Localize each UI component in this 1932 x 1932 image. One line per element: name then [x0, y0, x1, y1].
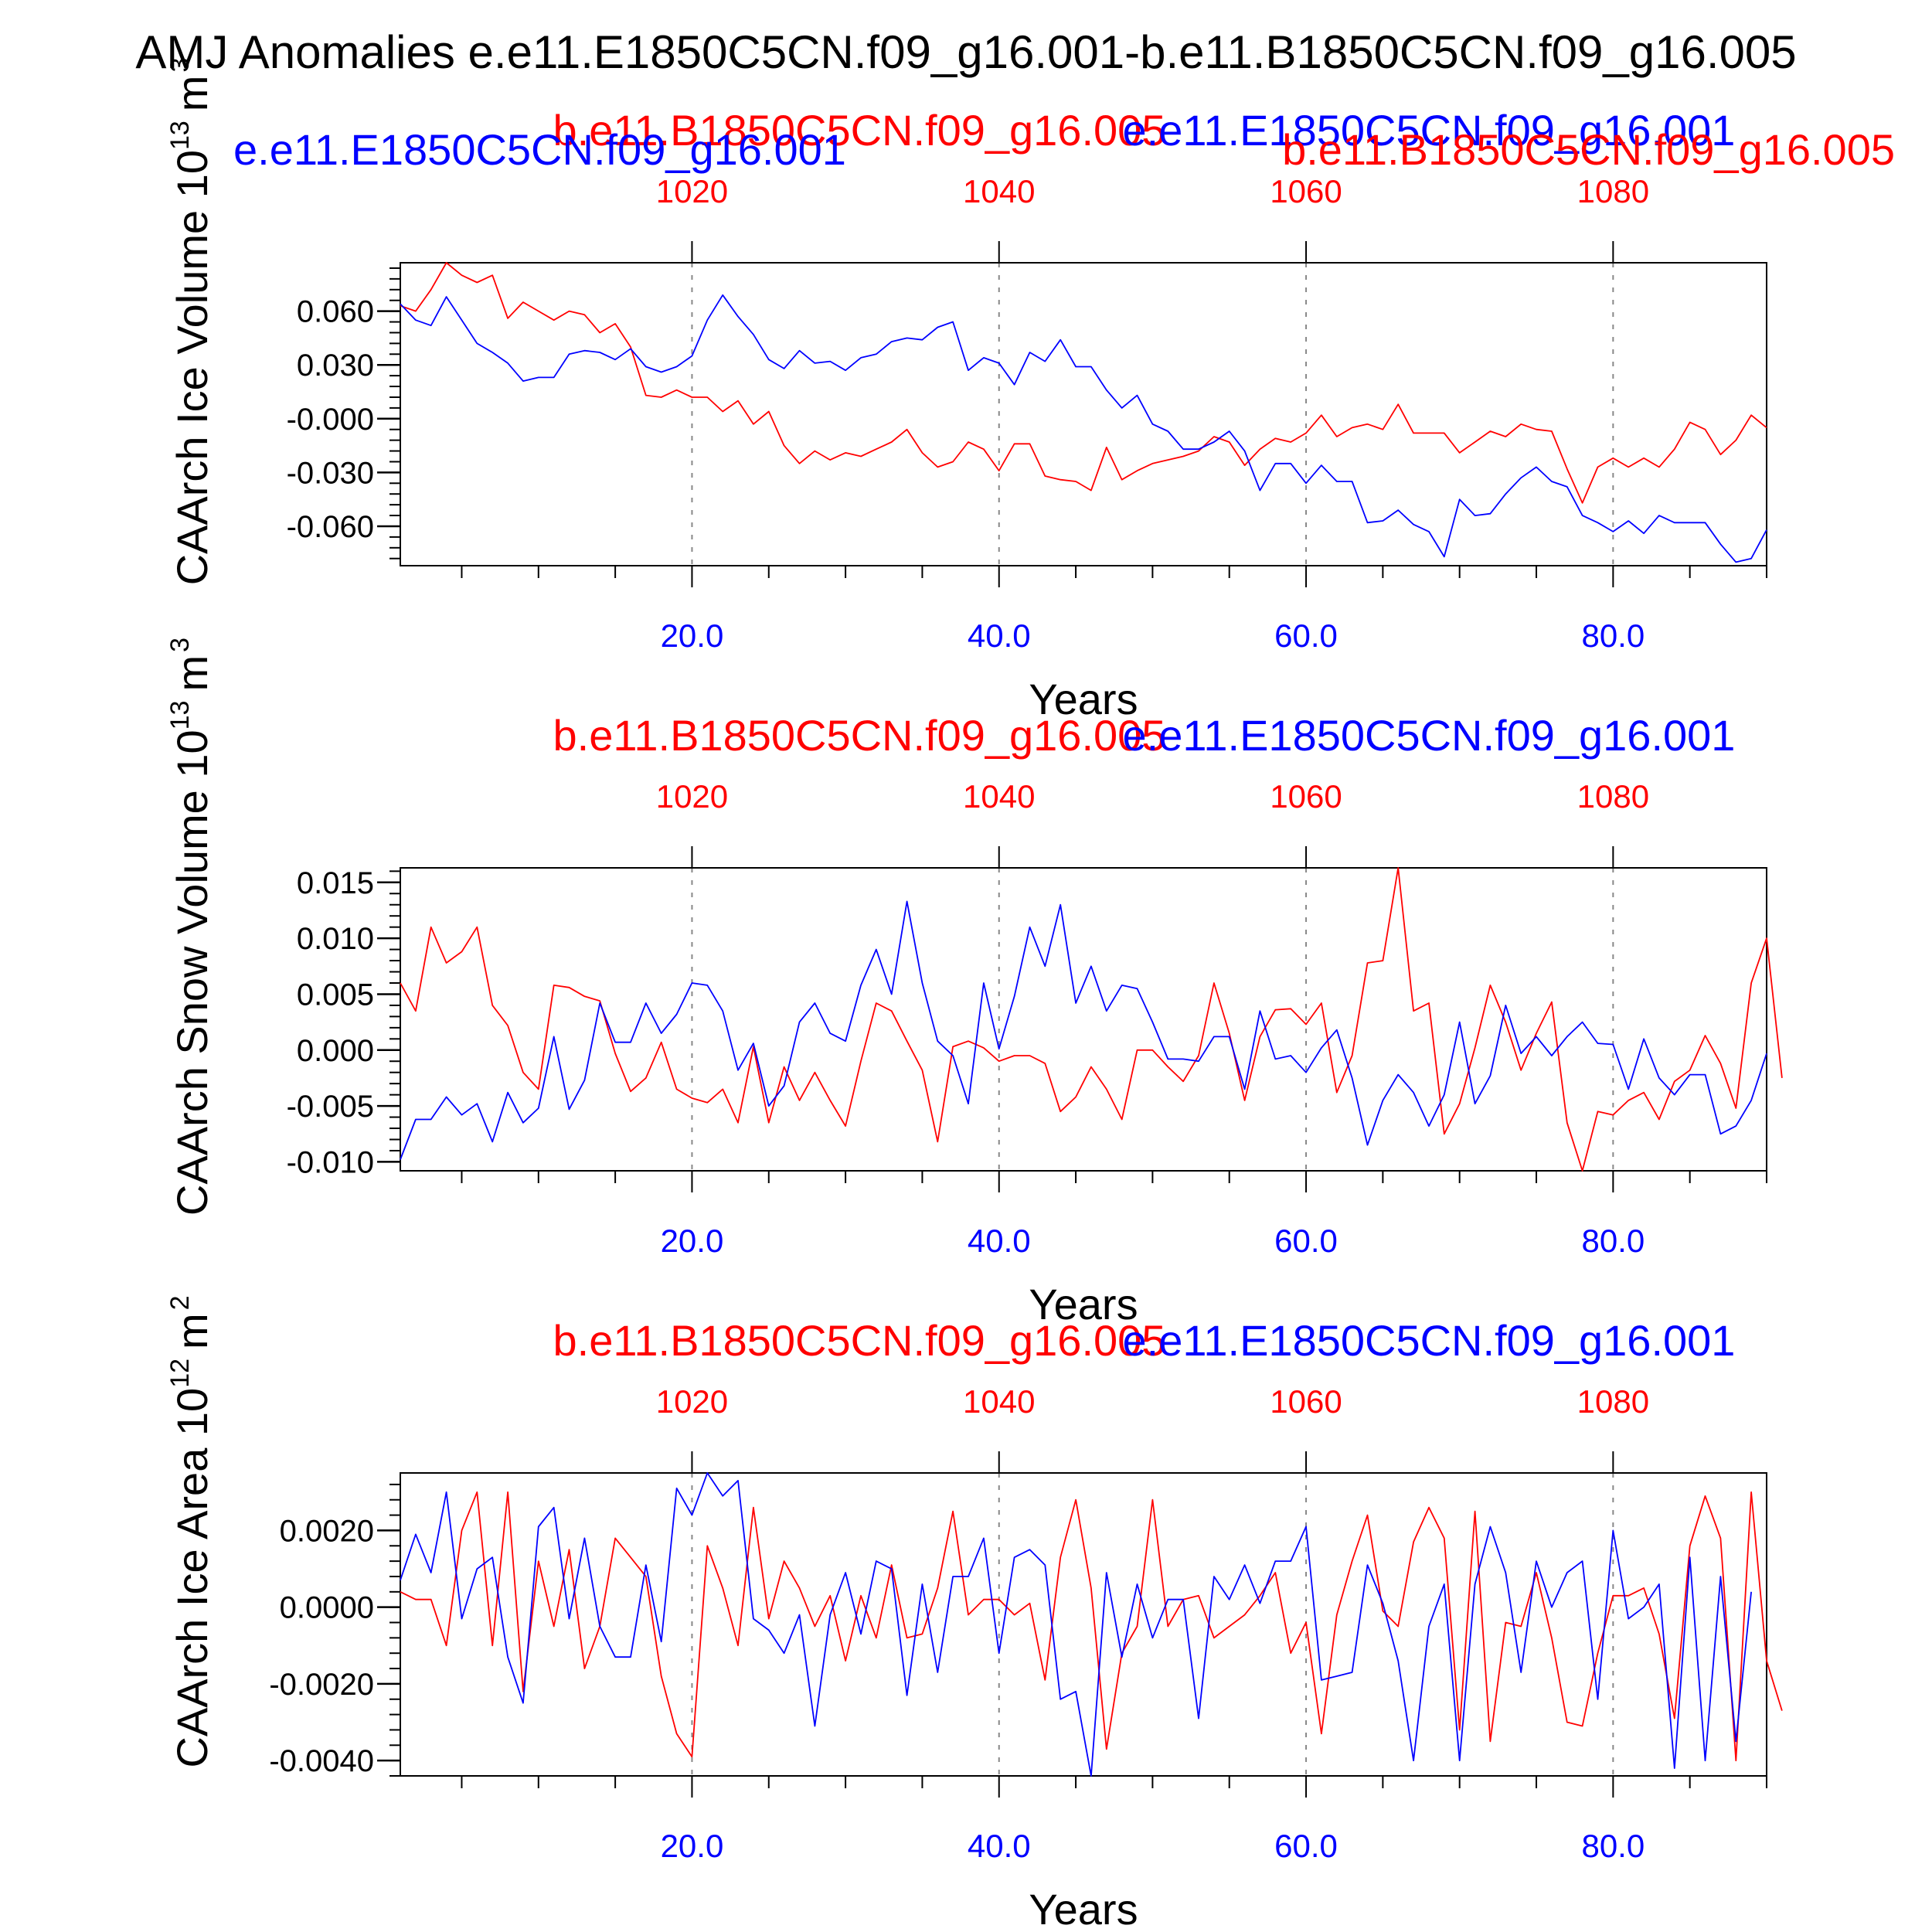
y-tick-label: -0.0040	[269, 1744, 374, 1778]
x-top-tick-label: 1080	[1577, 1383, 1649, 1420]
x-top-tick-label: 1020	[656, 1383, 728, 1420]
y-tick-label: 0.0020	[280, 1514, 374, 1548]
legend-ctrl-label: b.e11.B1850C5CN.f09_g16.005	[553, 106, 1166, 155]
x-tick-label: 20.0	[661, 1223, 724, 1259]
y-tick-label: -0.0020	[269, 1668, 374, 1702]
y-axis-unit: m	[168, 655, 216, 692]
x-tick-label: 40.0	[968, 1828, 1031, 1864]
x-axis-title: Years	[1029, 675, 1138, 723]
y-tick-label: 0.015	[297, 866, 374, 900]
x-tick-label: 80.0	[1581, 1223, 1645, 1259]
y-axis-unit-exponent: 13	[165, 700, 195, 730]
y-axis-unit-power: 3	[165, 638, 195, 652]
legend-exp-label: e.e11.E1850C5CN.f09_g16.001	[1123, 711, 1736, 760]
x-tick-label: 80.0	[1581, 1828, 1645, 1864]
x-tick-label: 20.0	[661, 1828, 724, 1864]
y-axis-title: CAArch Snow Volume 1013 m 3	[165, 638, 216, 1216]
x-tick-label: 40.0	[968, 1223, 1031, 1259]
y-tick-label: 0.030	[297, 349, 374, 383]
plot-frame	[400, 1472, 1767, 1777]
y-axis-unit: m	[168, 76, 216, 112]
series-line-exp	[400, 1472, 1752, 1777]
x-tick-label: 60.0	[1274, 617, 1338, 654]
x-tick-label: 60.0	[1274, 1828, 1338, 1864]
y-axis-title: CAArch Ice Volume 1013 m 3	[165, 58, 216, 586]
x-axis-title: Years	[1029, 1885, 1138, 1932]
y-tick-label: 0.000	[297, 1034, 374, 1068]
series-line-exp	[400, 294, 1767, 563]
figure-title: AMJ Anomalies e.e11.E1850C5CN.f09_g16.00…	[135, 26, 1796, 78]
plot-frame	[400, 262, 1767, 566]
x-top-tick-label: 1080	[1577, 173, 1649, 209]
y-axis-title: CAArch Ice Area 1012 m 2	[165, 1295, 216, 1767]
x-tick-label: 20.0	[661, 617, 724, 654]
panel-3: 0.0020 0.0000 -0.0020 -0.0040 20.0 40.0 60.0 80…	[165, 1295, 1783, 1932]
legend-ctrl-label: b.e11.B1850C5CN.f09_g16.005	[553, 1316, 1166, 1365]
y-tick-label: -0.005	[287, 1090, 374, 1124]
x-top-tick-label: 1040	[963, 173, 1035, 209]
x-top-tick-label: 1040	[963, 778, 1035, 815]
x-axis-title: Years	[1029, 1280, 1138, 1328]
y-tick-label: 0.060	[297, 295, 374, 329]
x-tick-label: 40.0	[968, 617, 1031, 654]
panel-1: 0.060 0.030 -0.000 -0.030 -0.060 20.0 40.0 60.0…	[165, 58, 1895, 723]
x-top-tick-label: 1080	[1577, 778, 1649, 815]
y-tick-label: -0.030	[287, 456, 374, 490]
y-axis-title-text: CAArch Ice Volume 10	[168, 150, 216, 585]
x-top-tick-label: 1040	[963, 1383, 1035, 1420]
x-tick-label: 80.0	[1581, 617, 1645, 654]
y-axis-unit-exponent: 12	[165, 1359, 195, 1388]
legend-ctrl-label: b.e11.B1850C5CN.f09_g16.005	[553, 711, 1166, 760]
x-top-tick-label: 1060	[1270, 173, 1342, 209]
series-line-ctrl	[400, 1491, 1783, 1762]
series-line-ctrl	[400, 262, 1767, 504]
x-top-tick-label: 1020	[656, 778, 728, 815]
y-axis-title-text: CAArch Ice Area 10	[168, 1388, 216, 1768]
y-tick-label: -0.000	[287, 403, 374, 437]
x-top-tick-label: 1060	[1270, 1383, 1342, 1420]
y-tick-label: -0.060	[287, 510, 374, 544]
chart-panels: 0.060 0.030 -0.000 -0.030 -0.060 20.0 40.0 60.0…	[165, 58, 1895, 1932]
series-line-exp	[400, 900, 1767, 1160]
legend-ctrl-label: b.e11.B1850C5CN.f09_g16.005	[1282, 125, 1895, 174]
legend-exp-label: e.e11.E1850C5CN.f09_g16.001	[1123, 106, 1736, 155]
x-tick-label: 60.0	[1274, 1223, 1338, 1259]
y-tick-label: 0.010	[297, 922, 374, 956]
y-axis-unit-power: 2	[165, 1295, 195, 1310]
y-axis-title-text: CAArch Snow Volume 10	[168, 730, 216, 1216]
y-axis-unit-exponent: 13	[165, 121, 195, 150]
y-tick-label: 0.005	[297, 978, 374, 1012]
y-axis-unit-power: 3	[165, 58, 195, 73]
legend-exp-label: e.e11.E1850C5CN.f09_g16.001	[1123, 1316, 1736, 1365]
x-top-tick-label: 1020	[656, 173, 728, 209]
y-tick-label: 0.0000	[280, 1591, 374, 1625]
y-axis-unit: m	[168, 1313, 216, 1349]
legend-exp-label: e.e11.E1850C5CN.f09_g16.001	[233, 125, 846, 174]
panel-2: 0.015 0.010 0.005 0.000 -0.005 -0.010 20.0 40.0…	[165, 638, 1783, 1328]
plot-frame	[400, 867, 1767, 1172]
x-top-tick-label: 1060	[1270, 778, 1342, 815]
y-tick-label: -0.010	[287, 1145, 374, 1179]
series-line-ctrl	[400, 867, 1783, 1172]
